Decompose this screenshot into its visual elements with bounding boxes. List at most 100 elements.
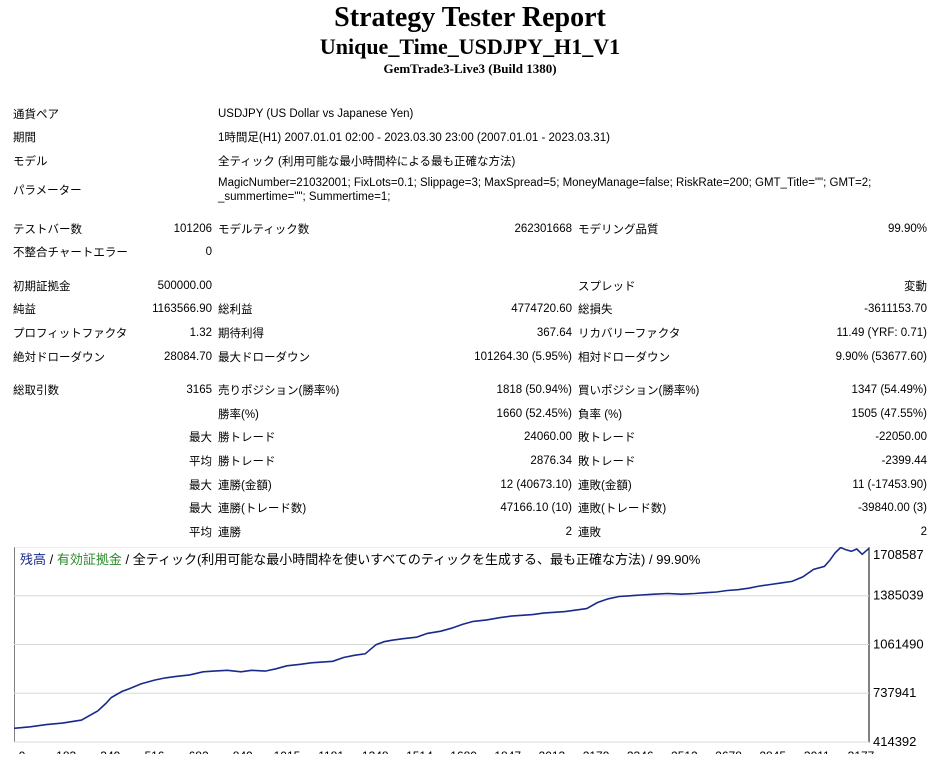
gross-profit-value: 4774720.60	[511, 303, 572, 316]
errors-value: 0	[205, 246, 212, 259]
ticks-value: 262301668	[514, 222, 572, 235]
expected-value: 367.64	[536, 326, 572, 339]
avg-prefix: 平均	[189, 455, 212, 468]
abs-dd-label: 絶対ドローダウン	[13, 351, 105, 364]
net-value: 1163566.90	[152, 303, 212, 316]
quality-value: 99.90%	[887, 222, 927, 235]
expected-label: 期待利得	[218, 327, 264, 340]
max-cons-profit-value: 47166.10 (10)	[500, 502, 572, 515]
table-row: 総取引数 3165 売りポジション(勝率%) 1818 (50.94%) 買いポ…	[10, 378, 930, 402]
legend-separator: /	[122, 552, 133, 567]
max-cons-lossamt-value: -39840.00 (3)	[857, 502, 927, 515]
legend-description: 全ティック(利用可能な最小時間枠を使いすべてのティックを生成する、最も正確な方法…	[133, 552, 701, 567]
abs-dd-value: 28084.70	[164, 350, 212, 363]
report-header: Strategy Tester Report Unique_Time_USDJP…	[0, 2, 940, 78]
server-build: GemTrade3-Live3 (Build 1380)	[383, 61, 557, 76]
params-label: パラメーター	[13, 184, 82, 197]
y-tick-label: 1385039	[873, 588, 924, 603]
y-axis-labels: 1708587 1385039 1061490 737941 414392	[873, 547, 924, 749]
bars-label: テストバー数	[13, 223, 82, 236]
report-title: Strategy Tester Report	[334, 2, 606, 33]
y-tick-label: 1061490	[873, 636, 924, 651]
rel-dd-label: 相対ドローダウン	[578, 351, 670, 364]
avg-prefix: 平均	[189, 526, 212, 539]
largest-loss-value: -22050.00	[875, 431, 927, 444]
y-tick-label: 737941	[873, 685, 916, 700]
legend-equity: 有効証拠金	[57, 552, 122, 567]
max-prefix: 最大	[189, 432, 212, 445]
y-tick-label: 414392	[873, 734, 916, 749]
max-prefix: 最大	[189, 503, 212, 516]
winrate-value: 1660 (52.45%)	[496, 407, 572, 420]
table-row: 純益 1163566.90 総利益 4774720.60 総損失 -361115…	[10, 298, 930, 322]
table-row: 初期証拠金 500000.00 スプレッド 変動	[10, 274, 930, 298]
max-cons-profit-label: 連勝(トレード数)	[218, 503, 307, 516]
gross-loss-value: -3611153.70	[864, 303, 927, 316]
table-row: 最大 連勝(トレード数) 47166.10 (10) 連敗(トレード数) -39…	[10, 496, 930, 520]
short-label: 売りポジション(勝率%)	[218, 385, 340, 398]
avg-loss-label: 敗トレード	[578, 455, 636, 468]
largest-win-value: 24060.00	[524, 431, 572, 444]
net-label: 純益	[13, 304, 36, 317]
spread-label: スプレッド	[578, 280, 636, 293]
max-prefix: 最大	[189, 479, 212, 492]
params-value: MagicNumber=21032001; FixLots=0.1; Slipp…	[218, 176, 872, 203]
table-row: 勝率(%) 1660 (52.45%) 負率 (%) 1505 (47.55%)	[10, 402, 930, 426]
table-row: モデル 全ティック (利用可能な最小時間枠による最も正確な方法)	[10, 149, 930, 173]
model-label: モデル	[13, 155, 48, 168]
legend-separator: /	[46, 552, 57, 567]
max-cons-loss-value: 11 (-17453.90)	[852, 478, 927, 491]
table-row: 平均 勝トレード 2876.34 敗トレード -2399.44	[10, 449, 930, 473]
short-value: 1818 (50.94%)	[496, 384, 572, 397]
avg-cons-loss-value: 2	[920, 525, 927, 538]
pair-value: USDJPY (US Dollar vs Japanese Yen)	[218, 107, 414, 120]
table-row: パラメーター MagicNumber=21032001; FixLots=0.1…	[10, 173, 930, 207]
largest-win-label: 勝トレード	[218, 432, 276, 445]
trades-label: 総取引数	[13, 385, 59, 398]
errors-label: 不整合チャートエラー	[13, 247, 128, 260]
rel-dd-value: 9.90% (53677.60)	[835, 350, 927, 363]
avg-cons-win-value: 2	[565, 525, 572, 538]
y-tick-label: 1708587	[873, 547, 924, 562]
table-row: 最大 勝トレード 24060.00 敗トレード -22050.00	[10, 426, 930, 450]
table-row: 期間 1時間足(H1) 2007.01.01 02:00 - 2023.03.3…	[10, 126, 930, 150]
quality-label: モデリング品質	[578, 223, 659, 236]
max-cons-lossamt-label: 連敗(トレード数)	[578, 503, 667, 516]
deposit-value: 500000.00	[157, 279, 212, 292]
table-row: 通貨ペア USDJPY (US Dollar vs Japanese Yen)	[10, 102, 930, 126]
max-dd-label: 最大ドローダウン	[218, 351, 310, 364]
max-cons-win-value: 12 (40673.10)	[500, 478, 572, 491]
spread-value: 変動	[904, 280, 927, 293]
recovery-label: リカバリーファクタ	[578, 327, 681, 340]
avg-cons-loss-label: 連敗	[578, 526, 601, 539]
lossrate-label: 負率 (%)	[578, 408, 623, 421]
lossrate-value: 1505 (47.55%)	[851, 407, 927, 420]
balance-line	[13, 546, 870, 730]
expert-name: Unique_Time_USDJPY_H1_V1	[319, 34, 621, 59]
table-row: 平均 連勝 2 連敗 2	[10, 520, 930, 544]
deposit-label: 初期証拠金	[13, 280, 71, 293]
avg-win-value: 2876.34	[530, 454, 572, 467]
max-dd-value: 101264.30 (5.95%)	[474, 350, 572, 363]
winrate-label: 勝率(%)	[218, 408, 259, 421]
largest-loss-label: 敗トレード	[578, 432, 636, 445]
ticks-label: モデルティック数	[218, 223, 310, 236]
max-cons-win-label: 連勝(金額)	[218, 479, 272, 492]
long-value: 1347 (54.49%)	[851, 384, 927, 397]
trades-value: 3165	[186, 384, 212, 397]
avg-loss-value: -2399.44	[881, 454, 927, 467]
period-value: 1時間足(H1) 2007.01.01 02:00 - 2023.03.30 2…	[218, 132, 610, 145]
avg-win-label: 勝トレード	[218, 455, 276, 468]
max-cons-loss-label: 連敗(金額)	[578, 479, 632, 492]
pair-label: 通貨ペア	[13, 108, 59, 121]
gross-loss-label: 総損失	[578, 304, 613, 317]
long-label: 買いポジション(勝率%)	[578, 385, 700, 398]
avg-cons-win-label: 連勝	[218, 526, 241, 539]
table-row: 不整合チャートエラー 0	[10, 240, 930, 264]
gross-profit-label: 総利益	[218, 304, 253, 317]
recovery-value: 11.49 (YRF: 0.71)	[836, 326, 927, 339]
bars-value: 101206	[173, 222, 212, 235]
table-row: プロフィットファクタ 1.32 期待利得 367.64 リカバリーファクタ 11…	[10, 321, 930, 345]
grid-lines	[14, 546, 869, 743]
